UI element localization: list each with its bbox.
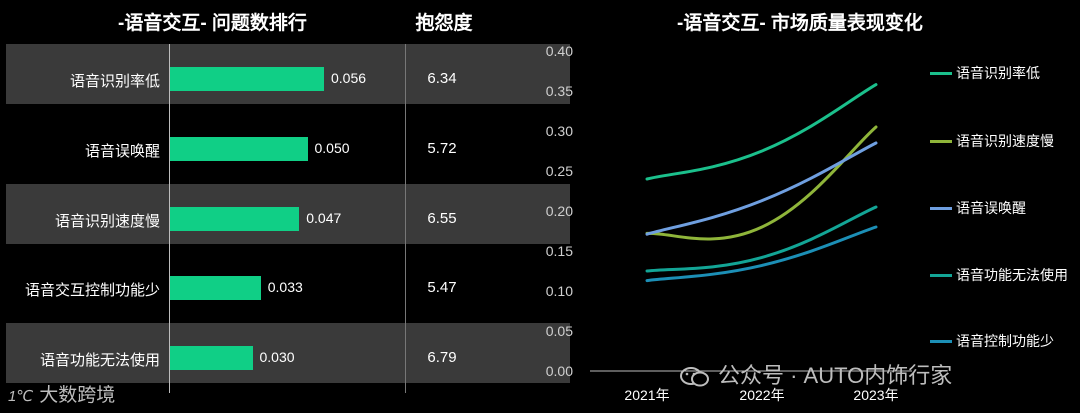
x-tick-label: 2022年 bbox=[739, 387, 784, 403]
bar bbox=[170, 206, 300, 231]
bar bbox=[170, 136, 308, 161]
y-tick-label: 0.30 bbox=[546, 123, 573, 139]
y-tick-label: 0.20 bbox=[546, 203, 573, 219]
legend-label: 语音误唤醒 bbox=[956, 200, 1026, 216]
complaint-value: 6.55 bbox=[427, 209, 457, 227]
y-tick-label: 0.15 bbox=[546, 243, 573, 259]
x-tick-label: 2023年 bbox=[853, 387, 898, 403]
right-chart-title: -语音交互- 市场质量表现变化 bbox=[677, 13, 923, 34]
y-tick-label: 0.40 bbox=[546, 43, 573, 59]
category-label: 语音识别率低 bbox=[69, 72, 160, 90]
legend-item: 语音功能无法使用 bbox=[930, 265, 1068, 285]
legend-swatch bbox=[930, 206, 952, 210]
y-tick-label: 0.00 bbox=[546, 363, 573, 379]
complaint-header: 抱怨度 bbox=[415, 13, 473, 34]
series-line bbox=[645, 141, 878, 236]
series-line bbox=[645, 205, 878, 273]
series-line bbox=[645, 83, 878, 181]
complaint-value: 6.79 bbox=[427, 349, 457, 367]
series-line bbox=[645, 125, 878, 241]
series-line bbox=[645, 225, 878, 283]
legend-label: 语音功能无法使用 bbox=[956, 267, 1068, 283]
category-label: 语音识别速度慢 bbox=[54, 212, 160, 230]
complaint-value: 5.47 bbox=[427, 279, 457, 297]
legend-swatch bbox=[930, 339, 952, 343]
left-chart-title: -语音交互- 问题数排行 bbox=[118, 13, 307, 34]
bar bbox=[170, 276, 261, 301]
category-label: 语音误唤醒 bbox=[84, 142, 160, 160]
row-band bbox=[6, 323, 570, 383]
legend-swatch bbox=[930, 273, 952, 277]
bar-value-label: 0.033 bbox=[267, 279, 303, 296]
legend-swatch bbox=[930, 139, 952, 143]
y-tick-label: 0.25 bbox=[546, 163, 573, 179]
category-label: 语音功能无法使用 bbox=[39, 352, 160, 370]
bar-value-label: 0.056 bbox=[331, 69, 367, 86]
bar-value-label: 0.030 bbox=[259, 349, 295, 366]
column-separator bbox=[405, 44, 406, 393]
bar bbox=[170, 66, 324, 91]
legend-item: 语音识别率低 bbox=[930, 63, 1040, 83]
bar-value-label: 0.047 bbox=[306, 209, 342, 226]
y-tick-label: 0.35 bbox=[546, 83, 573, 99]
legend-label: 语音控制功能少 bbox=[956, 333, 1054, 349]
brand-logo-icon: 1℃ bbox=[8, 388, 34, 405]
legend-item: 语音识别速度慢 bbox=[930, 131, 1054, 151]
wechat-icon bbox=[680, 366, 710, 388]
bar bbox=[170, 346, 253, 371]
complaint-value: 5.72 bbox=[427, 139, 457, 157]
watermark-left: 1℃ 大数跨境 bbox=[8, 385, 116, 406]
category-label: 语音交互控制功能少 bbox=[24, 282, 160, 300]
y-tick-label: 0.05 bbox=[546, 323, 573, 339]
legend-item: 语音误唤醒 bbox=[930, 198, 1026, 218]
bar-value-label: 0.050 bbox=[314, 139, 350, 156]
y-axis-line bbox=[169, 44, 170, 393]
legend-label: 语音识别率低 bbox=[956, 65, 1040, 81]
legend-swatch bbox=[930, 71, 952, 75]
x-tick-label: 2021年 bbox=[624, 387, 669, 403]
watermark-center: 公众号 · AUTO内饰行家 bbox=[680, 358, 952, 390]
legend-item: 语音控制功能少 bbox=[930, 331, 1054, 351]
legend-label: 语音识别速度慢 bbox=[956, 133, 1054, 149]
y-tick-label: 0.10 bbox=[546, 283, 573, 299]
complaint-value: 6.34 bbox=[427, 69, 457, 87]
